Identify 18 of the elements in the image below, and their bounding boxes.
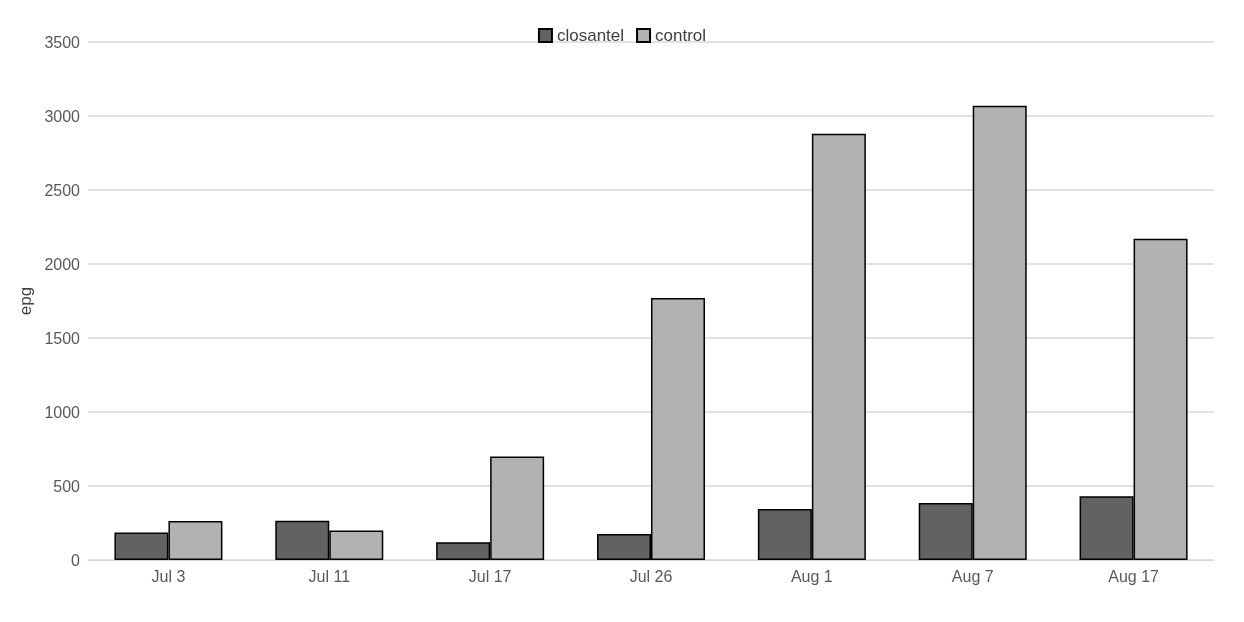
x-tick-label: Aug 7 xyxy=(951,567,994,585)
x-tick-label: Jul 11 xyxy=(308,567,351,585)
y-tick-label: 0 xyxy=(71,551,81,569)
y-tick-label: 1500 xyxy=(44,329,81,347)
y-tick-label: 1000 xyxy=(44,403,81,421)
y-tick-label: 500 xyxy=(53,477,81,495)
y-tick-label: 3000 xyxy=(44,107,81,125)
legend-label: control xyxy=(655,26,707,45)
x-tick-label: Jul 3 xyxy=(151,567,186,585)
y-tick-label: 2500 xyxy=(44,181,81,199)
y-tick-label: 2000 xyxy=(44,255,81,273)
y-axis-title: epg xyxy=(15,286,35,316)
x-tick-label: Jul 26 xyxy=(629,567,673,585)
x-tick-label: Aug 1 xyxy=(790,567,833,585)
x-tick-label: Aug 17 xyxy=(1108,567,1160,585)
y-tick-label: 3500 xyxy=(44,33,81,51)
x-tick-label: Jul 17 xyxy=(468,567,512,585)
legend-label: closantel xyxy=(556,26,625,45)
